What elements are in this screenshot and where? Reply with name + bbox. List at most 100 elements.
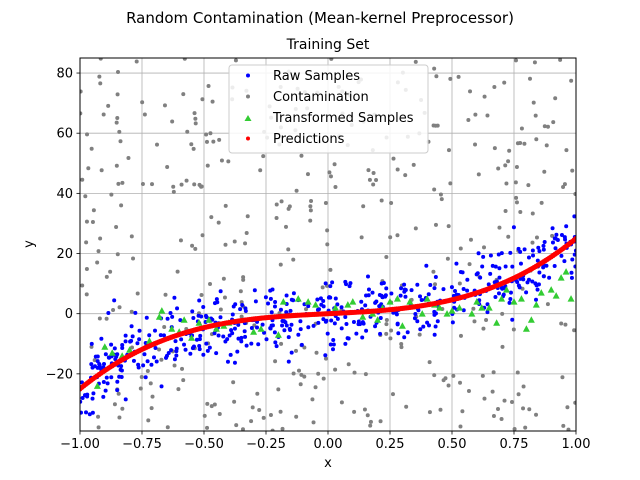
raw-sample-point bbox=[282, 319, 287, 324]
contamination-point bbox=[417, 332, 422, 337]
contamination-point bbox=[255, 391, 260, 396]
raw-sample-point bbox=[115, 379, 120, 384]
contamination-point bbox=[323, 356, 328, 361]
contamination-point bbox=[95, 260, 100, 265]
transformed-sample-point bbox=[562, 268, 570, 275]
contamination-point bbox=[273, 359, 278, 364]
contamination-point bbox=[216, 220, 221, 225]
contamination-point bbox=[84, 292, 89, 297]
contamination-point bbox=[165, 165, 170, 170]
contamination-point bbox=[205, 163, 210, 168]
contamination-point bbox=[139, 374, 144, 379]
contamination-point bbox=[257, 407, 262, 412]
contamination-point bbox=[140, 100, 145, 105]
raw-sample-point bbox=[536, 245, 541, 250]
contamination-point bbox=[458, 333, 463, 338]
raw-sample-point bbox=[260, 322, 265, 327]
contamination-point bbox=[314, 350, 319, 355]
contamination-point bbox=[458, 380, 463, 385]
contamination-point bbox=[481, 326, 486, 331]
contamination-point bbox=[323, 201, 328, 206]
raw-sample-point bbox=[153, 346, 158, 351]
contamination-point bbox=[98, 58, 103, 61]
contamination-point bbox=[142, 112, 147, 117]
raw-sample-point bbox=[518, 249, 523, 254]
contamination-point bbox=[131, 256, 136, 261]
contamination-point bbox=[504, 181, 509, 186]
raw-sample-point bbox=[490, 263, 495, 268]
raw-sample-point bbox=[474, 272, 479, 277]
contamination-point bbox=[527, 407, 532, 412]
y-tick-label: 60 bbox=[56, 127, 73, 142]
raw-sample-point bbox=[274, 344, 279, 349]
contamination-point bbox=[564, 148, 569, 153]
contamination-point bbox=[507, 148, 512, 153]
raw-sample-point bbox=[123, 333, 128, 338]
transformed-sample-point bbox=[158, 307, 166, 314]
contamination-point bbox=[391, 156, 396, 161]
raw-sample-point bbox=[188, 351, 193, 356]
raw-sample-point bbox=[573, 248, 576, 253]
contamination-point bbox=[179, 182, 184, 187]
raw-sample-point bbox=[98, 366, 103, 371]
raw-sample-point bbox=[507, 300, 512, 305]
raw-sample-point bbox=[481, 254, 486, 259]
contamination-point bbox=[80, 177, 85, 182]
contamination-point bbox=[129, 234, 134, 239]
contamination-point bbox=[573, 192, 576, 197]
contamination-point bbox=[138, 386, 143, 391]
transformed-sample-point bbox=[418, 310, 426, 317]
raw-sample-point bbox=[115, 388, 120, 393]
contamination-point bbox=[534, 235, 539, 240]
contamination-point bbox=[389, 201, 394, 206]
raw-sample-point bbox=[273, 340, 278, 345]
contamination-point bbox=[368, 423, 373, 428]
raw-sample-point bbox=[316, 320, 321, 325]
raw-sample-point bbox=[573, 264, 576, 269]
contamination-point bbox=[245, 214, 250, 219]
contamination-point bbox=[145, 369, 150, 374]
raw-sample-point bbox=[319, 302, 324, 307]
transformed-sample-point bbox=[274, 331, 282, 338]
contamination-point bbox=[566, 427, 571, 431]
transformed-sample-point bbox=[527, 316, 535, 323]
raw-sample-point bbox=[552, 236, 557, 241]
raw-sample-point bbox=[559, 253, 564, 258]
raw-sample-point bbox=[141, 363, 146, 368]
raw-sample-point bbox=[395, 322, 400, 327]
raw-sample-point bbox=[413, 311, 418, 316]
contamination-point bbox=[119, 203, 124, 208]
raw-sample-point bbox=[493, 264, 498, 269]
legend-box bbox=[228, 64, 429, 154]
raw-sample-point bbox=[147, 333, 152, 338]
raw-sample-point bbox=[496, 291, 501, 296]
contamination-point bbox=[559, 321, 564, 326]
raw-sample-point bbox=[264, 337, 269, 342]
raw-sample-point bbox=[373, 300, 378, 305]
raw-sample-point bbox=[315, 307, 320, 312]
transformed-sample-point bbox=[485, 304, 493, 311]
contamination-point bbox=[299, 372, 304, 377]
contamination-point bbox=[431, 269, 436, 274]
raw-sample-point bbox=[399, 286, 404, 291]
raw-sample-point bbox=[503, 264, 508, 269]
transformed-sample-point bbox=[557, 274, 565, 281]
contamination-point bbox=[514, 200, 519, 205]
contamination-point bbox=[115, 69, 120, 74]
raw-sample-point bbox=[89, 341, 94, 346]
contamination-point bbox=[432, 66, 437, 71]
contamination-point bbox=[239, 314, 244, 319]
raw-sample-point bbox=[569, 270, 574, 275]
raw-sample-point bbox=[289, 297, 294, 302]
contamination-point bbox=[362, 407, 367, 412]
contamination-point bbox=[518, 209, 523, 214]
x-tick-label: 1.00 bbox=[562, 437, 591, 452]
raw-sample-point bbox=[298, 319, 303, 324]
raw-sample-point bbox=[365, 274, 370, 279]
raw-sample-point bbox=[90, 396, 95, 401]
contamination-point bbox=[413, 59, 418, 64]
raw-sample-point bbox=[421, 324, 426, 329]
transformed-sample-point bbox=[126, 346, 134, 353]
raw-sample-point bbox=[412, 316, 417, 321]
raw-sample-point bbox=[84, 410, 89, 415]
